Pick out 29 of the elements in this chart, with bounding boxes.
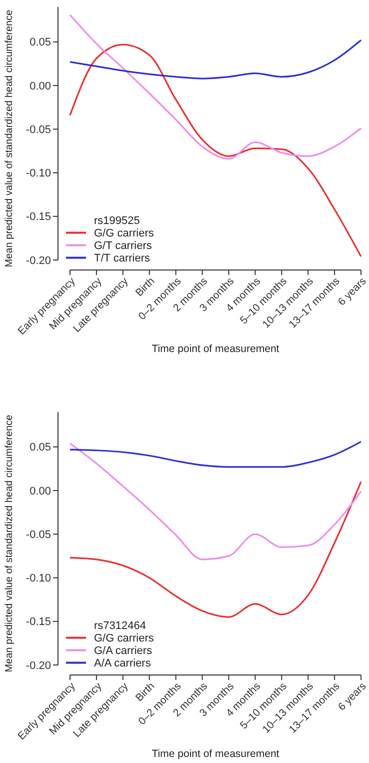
line-series	[69, 14, 362, 160]
y-tick-label: -0.20	[26, 254, 51, 267]
y-tick-label: 0.00	[30, 80, 51, 92]
y-axis-title: Mean predicted value of standardized head circumference	[4, 9, 15, 268]
legend-label: G/G carriers	[94, 228, 154, 240]
legend-label: G/A carriers	[94, 645, 153, 658]
line-series	[69, 39, 362, 80]
x-axis-title: Time point of measurement	[152, 343, 280, 355]
y-tick-label: -0.05	[26, 124, 51, 136]
x-axis-title: Time point of measurement	[152, 748, 280, 760]
y-tick-label: 0.05	[30, 442, 51, 454]
y-tick-label: -0.10	[26, 572, 51, 585]
line-series	[69, 442, 362, 560]
legend-label: A/A carriers	[94, 658, 152, 670]
legend-label: T/T carriers	[94, 252, 151, 265]
legend-label: G/T carriers	[94, 240, 152, 252]
y-tick-label: -0.20	[26, 660, 51, 672]
y-tick-label: -0.15	[26, 616, 51, 628]
legend-title: rs7312464	[94, 620, 146, 632]
y-axis-title: Mean predicted value of standardized head circumference	[4, 414, 15, 672]
legend-title: rs199525	[94, 215, 140, 228]
line-series	[69, 440, 362, 468]
y-tick-label: -0.15	[26, 211, 51, 224]
legend-label: G/G carriers	[94, 632, 154, 645]
y-tick-label: -0.10	[26, 168, 51, 180]
y-tick-label: -0.05	[26, 528, 51, 541]
y-tick-label: 0.00	[30, 485, 51, 498]
y-tick-label: 0.05	[30, 36, 51, 49]
line-series	[69, 480, 362, 618]
